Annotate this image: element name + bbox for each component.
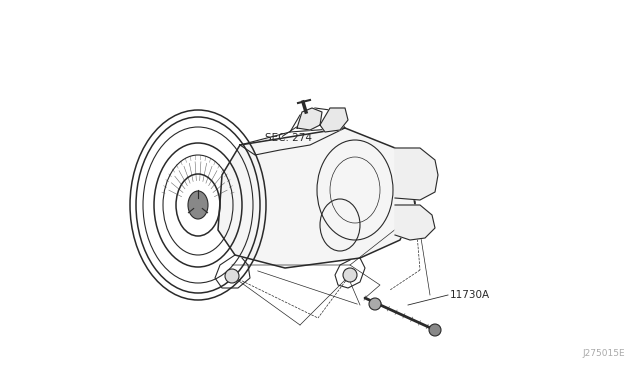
Polygon shape xyxy=(395,205,435,240)
Circle shape xyxy=(429,324,441,336)
Polygon shape xyxy=(395,148,438,200)
Text: J275015E: J275015E xyxy=(582,349,625,358)
Text: SEC. 274: SEC. 274 xyxy=(265,133,312,143)
Circle shape xyxy=(225,269,239,283)
Polygon shape xyxy=(218,128,415,268)
Circle shape xyxy=(343,268,357,282)
Circle shape xyxy=(369,298,381,310)
Polygon shape xyxy=(297,108,322,130)
Polygon shape xyxy=(320,108,348,132)
Text: 11730A: 11730A xyxy=(450,290,490,300)
Ellipse shape xyxy=(188,191,208,219)
